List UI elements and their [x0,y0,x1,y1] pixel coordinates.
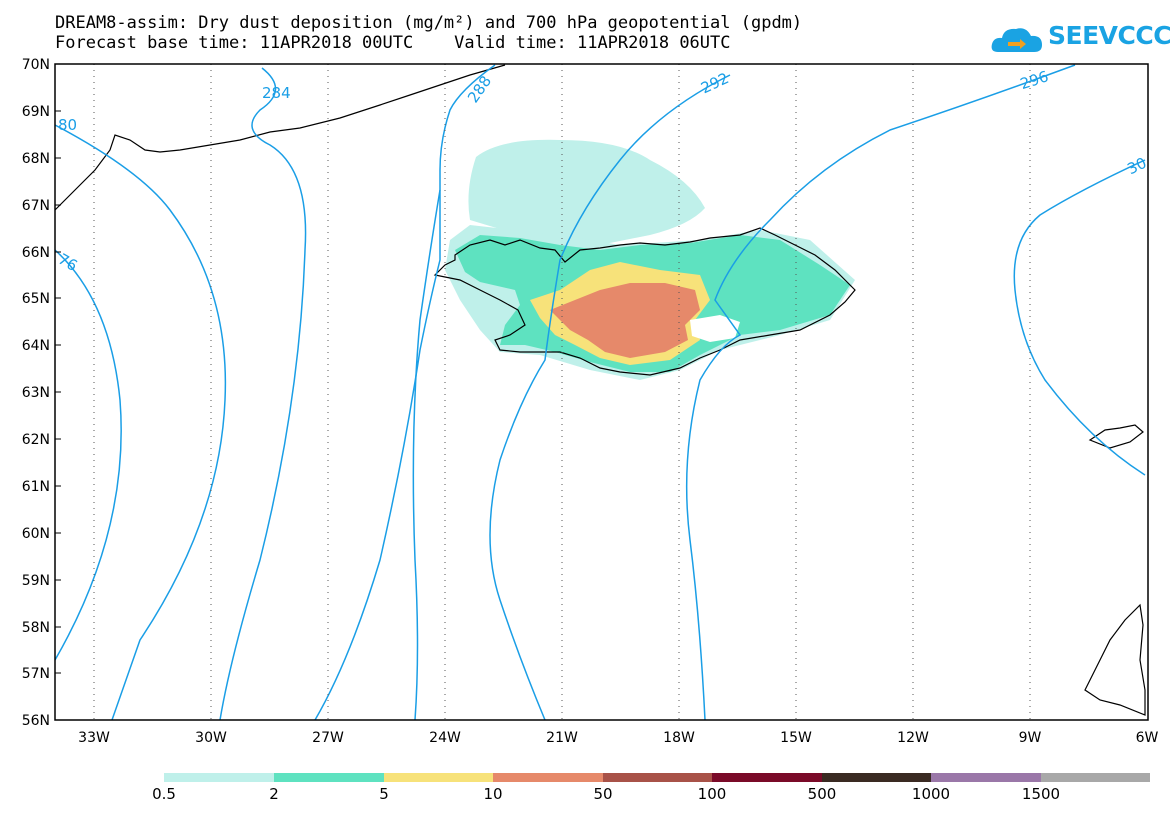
contour-288 [314,64,496,721]
dust-clear-patch [690,315,740,342]
legend-label: 5 [379,785,389,803]
faroe-coast [1088,424,1144,449]
chart-title-line1: DREAM8-assim: Dry dust deposition (mg/m²… [55,13,803,33]
lon-label: 33W [78,730,110,746]
chart-title-line2: Forecast base time: 11APR2018 00UTC Vali… [55,33,731,53]
lat-label: 58N [22,620,50,636]
geopotential-contours [54,64,1146,721]
contour-30x [1013,159,1146,476]
legend-swatch [384,773,493,782]
dust-region-0-5 [468,139,705,245]
contour-280 [54,124,227,721]
lat-axis: 70N 69N 68N 67N 66N 65N 64N 63N 62N 61N … [22,57,61,729]
lon-label: 18W [663,730,695,746]
legend-label: 0.5 [152,785,176,803]
lon-label: 24W [429,730,461,746]
legend-label: 50 [593,785,613,803]
legend-swatch [712,773,822,782]
legend-label: 1500 [1021,785,1061,803]
lon-label: 15W [780,730,812,746]
legend-swatch [164,773,274,782]
lon-axis: 33W 30W 27W 24W 21W 18W 15W 12W 9W 6W [78,730,1158,746]
logo-text: SEEVCCC [1048,21,1172,50]
lon-label: 30W [195,730,227,746]
contour-284 [219,67,307,721]
lat-label: 65N [22,291,50,307]
dust-shading [445,139,855,380]
lat-label: 67N [22,198,50,214]
norway-coast [1084,603,1146,716]
lat-label: 57N [22,666,50,682]
lat-label: 61N [22,479,50,495]
legend-label: 10 [483,785,503,803]
contour-label: 80 [58,116,77,134]
greenland-coast [54,64,506,211]
contour-296 [685,64,1076,721]
lon-label: 9W [1019,730,1042,746]
lat-label: 59N [22,573,50,589]
contour-292 [489,74,731,721]
lat-label: 64N [22,338,50,354]
iceland-coast [433,227,856,376]
lat-label: 63N [22,385,50,401]
lat-label: 69N [22,104,50,120]
lon-label: 12W [897,730,929,746]
contour-label: 288 [464,72,495,106]
legend-swatch [603,773,712,782]
coastlines [54,64,1146,716]
contour-label: 30 [1124,154,1149,178]
contour-276 [54,249,122,661]
legend-swatch [931,773,1041,782]
cloud-icon [991,28,1042,52]
contour-label: 296 [1018,67,1051,93]
legend-swatch [822,773,931,782]
contour-label: 284 [262,84,291,102]
lon-gridlines [93,64,1031,720]
legend-label: 100 [697,785,727,803]
legend-swatch [493,773,603,782]
lon-label: 6W [1136,730,1159,746]
contour-label: 292 [698,69,732,97]
legend-label: 2 [269,785,279,803]
lat-label: 60N [22,526,50,542]
lat-label: 68N [22,151,50,167]
lat-label: 70N [22,57,50,73]
legend-swatch [274,773,384,782]
lon-label: 21W [546,730,578,746]
legend-swatch [1041,773,1150,782]
legend-label: 500 [807,785,837,803]
lat-label: 66N [22,245,50,261]
lat-label: 62N [22,432,50,448]
contour-288-b [412,189,441,721]
lon-label: 27W [312,730,344,746]
lat-label: 56N [22,713,50,729]
dust-region-10 [550,283,700,358]
legend-label: 1000 [911,785,951,803]
